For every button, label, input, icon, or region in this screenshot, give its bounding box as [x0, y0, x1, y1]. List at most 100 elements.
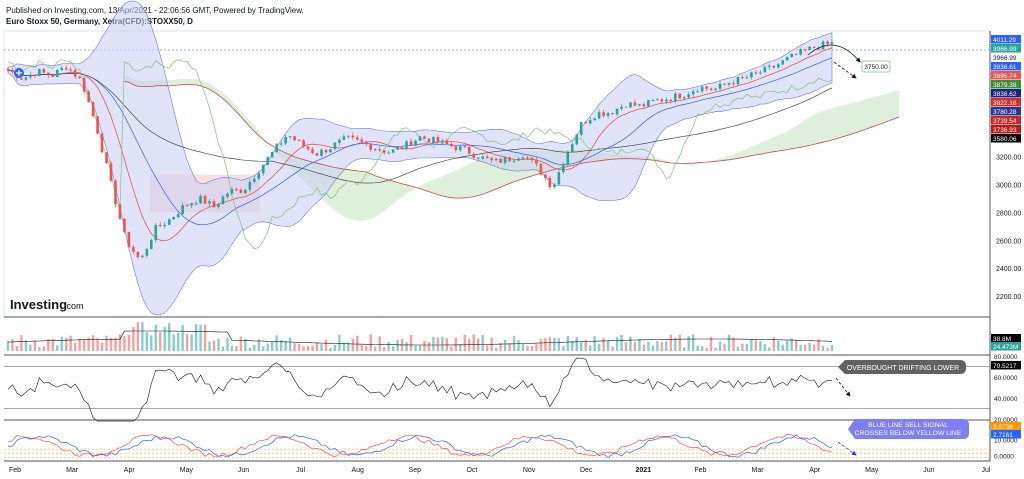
candle-body	[669, 99, 673, 102]
candle-body	[132, 247, 135, 252]
volume-bar	[777, 341, 780, 351]
volume-bar	[60, 336, 63, 351]
candle-body	[817, 48, 820, 50]
volume-bar	[24, 340, 28, 351]
candle-body	[508, 157, 511, 162]
time-axis-label: Nov	[523, 467, 536, 474]
candle-body	[566, 152, 570, 165]
price-badge-label: 3936.61	[993, 64, 1017, 71]
volume-bar	[508, 343, 511, 351]
volume-bar	[315, 342, 319, 351]
ma-slow-line	[7, 69, 833, 184]
candle-body	[768, 65, 771, 67]
price-tick-label: 3200.00	[996, 155, 1021, 162]
candle-body	[60, 68, 64, 71]
panel-frames	[3, 30, 991, 462]
candle-body	[454, 146, 458, 151]
volume-bar	[454, 337, 458, 351]
candle-body	[244, 189, 247, 194]
candle-body	[490, 158, 493, 161]
volume-bar	[544, 338, 547, 351]
volume-bar	[297, 343, 301, 351]
candle-body	[633, 102, 637, 106]
volume-bar	[150, 335, 153, 351]
price-tick-label: 3000.00	[996, 182, 1021, 189]
rsi-value-badge	[991, 360, 1021, 370]
projection-annotation: 3750.00	[807, 44, 891, 79]
candle-body	[33, 74, 37, 76]
volume-bar	[485, 345, 489, 351]
volume-bar	[136, 322, 140, 351]
candle-body	[279, 143, 283, 145]
volume-bar	[799, 344, 802, 351]
price-tick-label: 2600.00	[996, 238, 1021, 245]
volume-bar	[387, 342, 390, 351]
volume-bar	[29, 344, 32, 351]
volume-bar	[217, 338, 220, 351]
candle-body	[100, 133, 104, 153]
time-axis-label: Aug	[351, 467, 364, 474]
candle-body	[593, 118, 596, 121]
candle-body	[642, 104, 646, 107]
candle-body	[356, 137, 359, 140]
volume-bar	[347, 342, 350, 351]
price-badge	[991, 107, 1021, 116]
candle-body	[409, 141, 413, 146]
chart-title: Euro Stoxx 50, Germany, Xetra(CFD):STOXX…	[6, 17, 193, 26]
volume-bar	[812, 344, 816, 351]
volume-bar	[365, 345, 368, 351]
candle-body	[597, 112, 601, 119]
price-badge-label: 3879.38	[993, 82, 1017, 89]
time-axis-label: Oct	[466, 467, 477, 474]
candle-body	[620, 106, 623, 109]
volume-bar	[580, 342, 583, 351]
volume-bar	[154, 324, 157, 351]
candle-body	[691, 91, 695, 95]
volume-bar	[208, 341, 211, 351]
time-axis-label: Mar	[751, 467, 764, 474]
candle-body	[463, 146, 467, 148]
volume-bar	[638, 339, 641, 351]
candle-body	[615, 108, 619, 115]
candle-body	[78, 76, 81, 78]
time-axis-label: Jul	[296, 467, 305, 474]
candle-body	[387, 152, 390, 154]
volume-bar	[203, 324, 207, 351]
stoch-red-line	[7, 433, 833, 458]
volume-bar	[441, 336, 444, 351]
candle-body	[154, 224, 158, 241]
chart-settings-icon[interactable]	[14, 68, 24, 78]
volume-bar	[624, 342, 628, 351]
candle-body	[517, 158, 520, 161]
candle-body	[194, 203, 198, 205]
candle-body	[588, 120, 592, 124]
candle-body	[521, 157, 525, 159]
candle-body	[127, 231, 131, 248]
volume-bar	[562, 346, 565, 351]
volume-bar	[6, 340, 10, 351]
candle-body	[230, 189, 234, 194]
volume-bar	[141, 322, 144, 351]
time-axis-label: Jun	[238, 467, 249, 474]
candle-body	[333, 142, 337, 150]
candle-body	[763, 66, 767, 73]
candle-body	[297, 140, 301, 142]
volume-bar	[651, 345, 655, 351]
volume-bar	[226, 337, 229, 351]
candle-body	[217, 204, 220, 208]
volume-bar	[683, 347, 686, 351]
volume-bar	[20, 335, 23, 351]
price-badge-label: 4011.29	[993, 37, 1016, 44]
candle-body	[526, 157, 529, 159]
target-label: 3750.00	[864, 64, 888, 71]
price-badge-label: 3838.62	[993, 91, 1017, 98]
candle-body	[64, 68, 68, 70]
volume-bar	[65, 338, 68, 351]
candle-body	[544, 174, 547, 178]
candle-body	[418, 136, 422, 141]
volume-bar	[69, 335, 72, 351]
volume-bar	[271, 341, 274, 351]
volume-bar	[526, 345, 529, 351]
price-badge	[991, 35, 1021, 44]
candle-body	[167, 219, 171, 225]
